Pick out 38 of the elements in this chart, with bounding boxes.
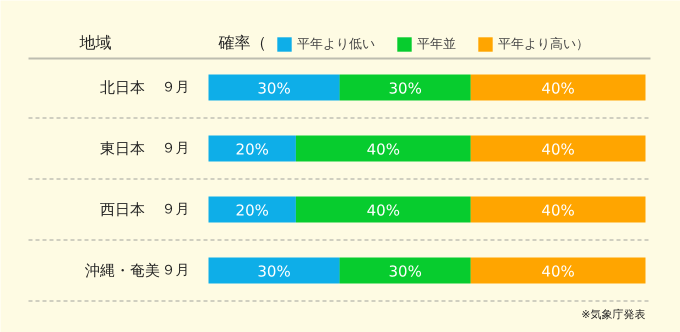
text: ９月 xyxy=(162,202,190,218)
text: ９月 xyxy=(162,80,190,96)
data-label: 30% xyxy=(388,80,422,98)
y-tick-label: 北日本 xyxy=(100,78,145,96)
legend-label: 平年より低い xyxy=(297,36,375,53)
data-label: 40% xyxy=(366,202,400,220)
bar xyxy=(208,136,296,162)
y-tick-label: 東日本 xyxy=(100,140,145,158)
bar xyxy=(470,196,646,222)
bar xyxy=(208,74,340,100)
data-label: 30% xyxy=(257,262,291,280)
bar xyxy=(208,196,296,222)
legend-title: 確率（ xyxy=(218,33,266,52)
bar xyxy=(208,258,340,284)
text: ※気象庁発表 xyxy=(581,308,646,321)
y-axis-title: 地域 xyxy=(78,33,112,52)
y-tick-label: 西日本 xyxy=(100,200,145,218)
bar xyxy=(340,258,471,284)
data-label: 20% xyxy=(236,140,269,158)
data-label: 40% xyxy=(541,140,575,158)
data-label: 40% xyxy=(541,262,575,280)
bar xyxy=(470,74,646,100)
data-label: 30% xyxy=(257,80,291,98)
data-label: 20% xyxy=(236,202,269,220)
data-label: 40% xyxy=(366,140,400,158)
bar xyxy=(296,136,471,162)
bar xyxy=(340,74,471,100)
text: ９月 xyxy=(162,140,190,156)
legend-label: 平年より高い） xyxy=(498,36,589,53)
bar xyxy=(470,136,646,162)
data-label: 40% xyxy=(541,80,575,98)
legend-label: 平年並 xyxy=(417,36,456,53)
bar xyxy=(296,196,471,222)
y-tick-label: 沖縄・奄美 xyxy=(85,262,160,280)
data-label: 30% xyxy=(388,262,422,280)
bar xyxy=(470,258,646,284)
text: ９月 xyxy=(162,262,190,278)
data-label: 40% xyxy=(541,202,575,220)
